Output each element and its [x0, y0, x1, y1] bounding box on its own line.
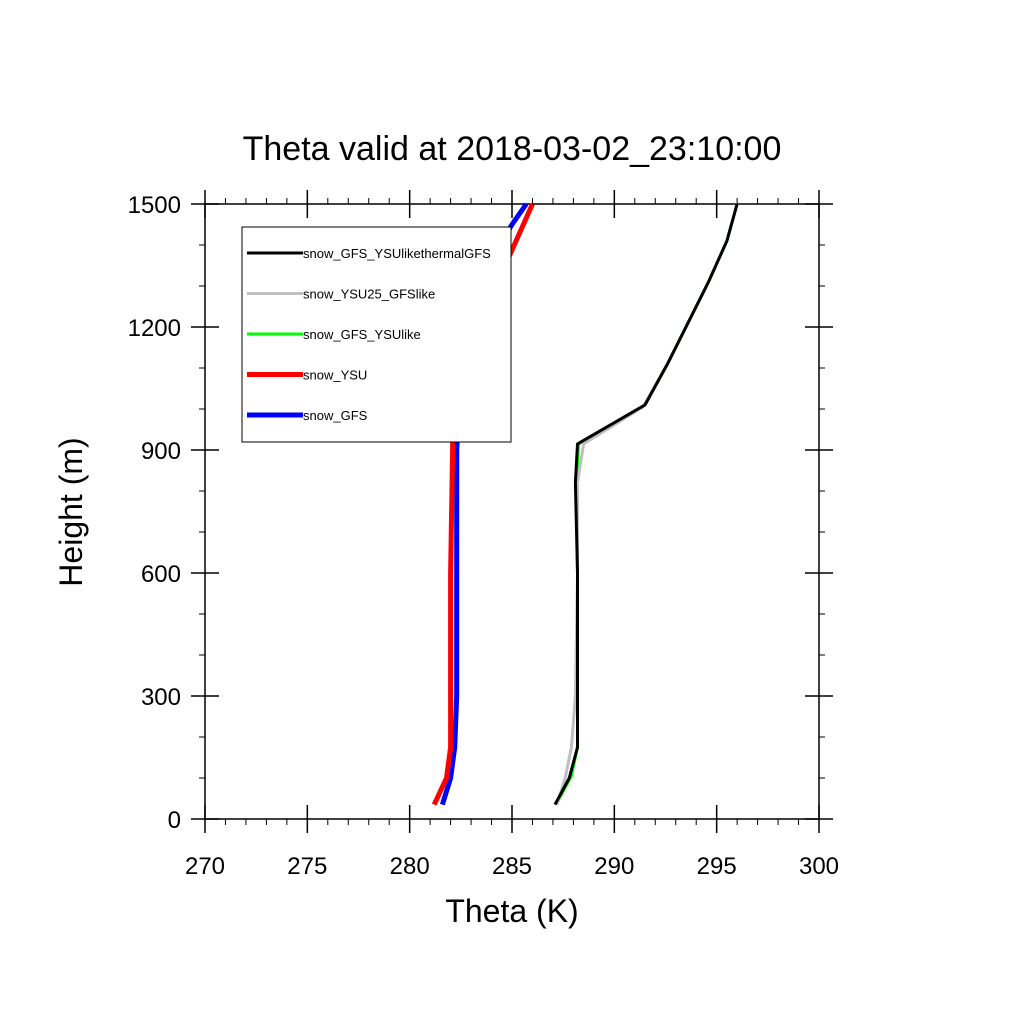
- y-tick-label: 300: [141, 684, 181, 711]
- series-line-snow_YSU25_GFSlike: [555, 203, 739, 806]
- y-tick-label: 0: [168, 807, 181, 834]
- legend-label-snow_GFS_YSUlikethermalGFS: snow_GFS_YSUlikethermalGFS: [303, 246, 491, 261]
- x-tick-label: 300: [799, 853, 839, 880]
- legend-label-snow_YSU: snow_YSU: [303, 368, 367, 383]
- axis-ticks: [191, 190, 833, 833]
- legend-label-snow_GFS_YSUlike: snow_GFS_YSUlike: [303, 327, 421, 342]
- series-line-snow_GFS_YSUlikethermalGFS: [553, 203, 739, 806]
- legend-label-snow_GFS: snow_GFS: [303, 408, 368, 423]
- x-axis-label: Theta (K): [445, 893, 578, 929]
- x-tick-label: 275: [287, 853, 327, 880]
- x-tick-label: 290: [594, 853, 634, 880]
- y-axis-label: Height (m): [53, 437, 89, 586]
- x-tick-label: 280: [390, 853, 430, 880]
- y-tick-label: 1200: [128, 315, 181, 342]
- x-tick-label: 285: [492, 853, 532, 880]
- axis-tick-labels: 270 275 280 285 290 295 300 0 300 600 900 1200 1500: [128, 192, 839, 880]
- y-tick-label: 600: [141, 561, 181, 588]
- y-tick-label: 900: [141, 438, 181, 465]
- x-tick-label: 270: [185, 853, 225, 880]
- x-tick-label: 295: [697, 853, 737, 880]
- series-line-snow_GFS_YSUlike: [554, 203, 739, 806]
- legend: snow_GFS_YSUlikethermalGFS snow_YSU25_GFS…: [241, 226, 512, 443]
- legend-label-snow_YSU25_GFSlike: snow_YSU25_GFSlike: [303, 287, 435, 302]
- y-tick-label: 1500: [128, 192, 181, 219]
- chart-title: Theta valid at 2018-03-02_23:10:00: [243, 130, 782, 168]
